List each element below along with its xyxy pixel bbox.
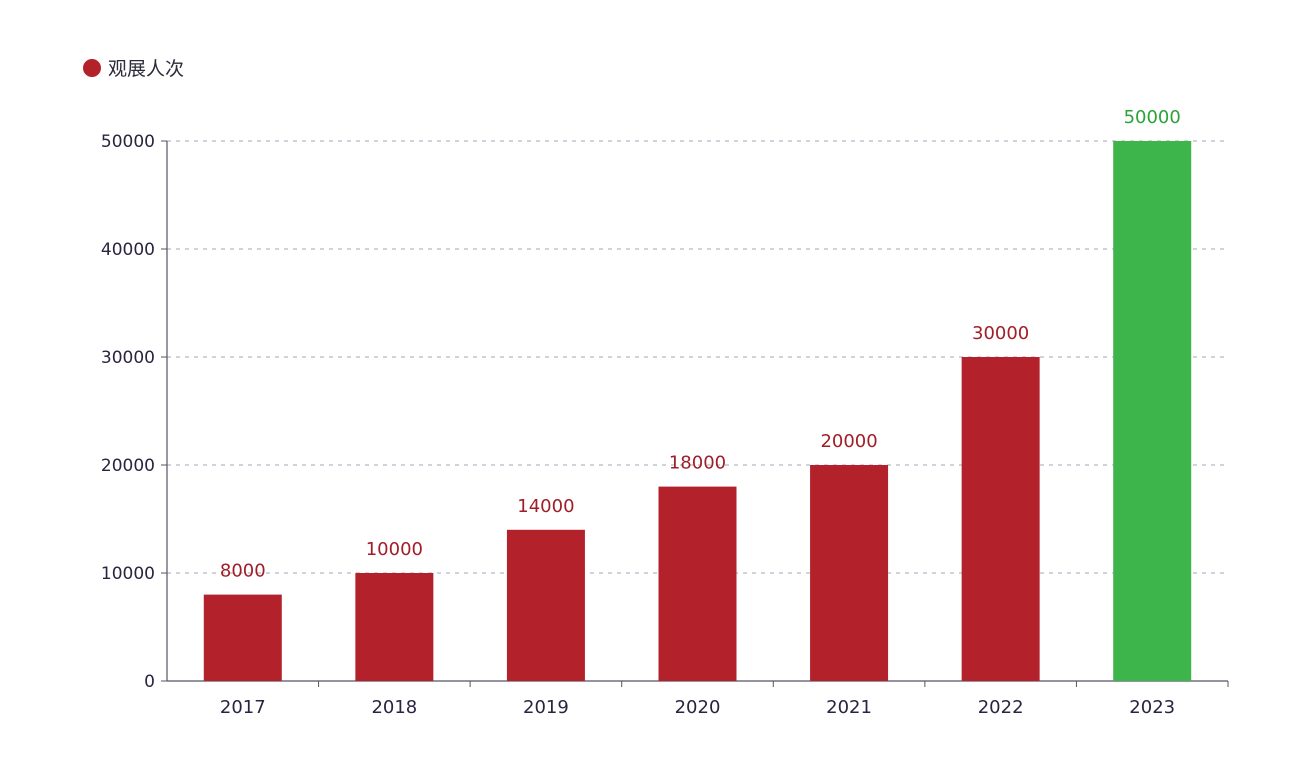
y-tick-label: 0 [144, 672, 155, 692]
y-tick-label: 20000 [101, 456, 155, 476]
data-labels: 8000 10000 14000 18000 20000 30000 50000 [220, 107, 1181, 582]
legend: 观展人次 [83, 58, 184, 80]
bar-2017 [203, 594, 282, 681]
data-label: 30000 [972, 323, 1029, 344]
bar-2019 [506, 529, 585, 681]
x-tick-label: 2022 [978, 697, 1024, 718]
data-label: 8000 [220, 561, 266, 582]
data-label: 10000 [366, 539, 423, 560]
x-tick-label: 2021 [826, 697, 872, 718]
x-tick-label: 2020 [675, 697, 721, 718]
y-tick-label: 30000 [101, 348, 155, 368]
y-axis-ticks: 0 10000 20000 30000 40000 50000 [101, 132, 167, 692]
bar-2020 [658, 486, 737, 681]
gridlines [167, 140, 1228, 574]
y-tick-label: 10000 [101, 564, 155, 584]
data-label: 14000 [517, 496, 574, 517]
data-label: 50000 [1124, 107, 1181, 128]
bar-2023 [1113, 141, 1192, 681]
bar-2018 [355, 573, 434, 681]
data-label: 20000 [820, 431, 877, 452]
x-tick-label: 2017 [220, 697, 266, 718]
bar-2021 [810, 465, 889, 681]
x-tick-label: 2023 [1129, 697, 1175, 718]
y-tick-label: 40000 [101, 240, 155, 260]
x-axis-ticks: 2017 2018 2019 2020 2021 2022 2023 [220, 681, 1229, 718]
legend-swatch [83, 59, 101, 77]
bars [203, 141, 1192, 681]
y-tick-label: 50000 [101, 132, 155, 152]
legend-label: 观展人次 [108, 58, 184, 80]
bar-2022 [961, 357, 1040, 681]
data-label: 18000 [669, 453, 726, 474]
x-tick-label: 2018 [371, 697, 417, 718]
x-tick-label: 2019 [523, 697, 569, 718]
